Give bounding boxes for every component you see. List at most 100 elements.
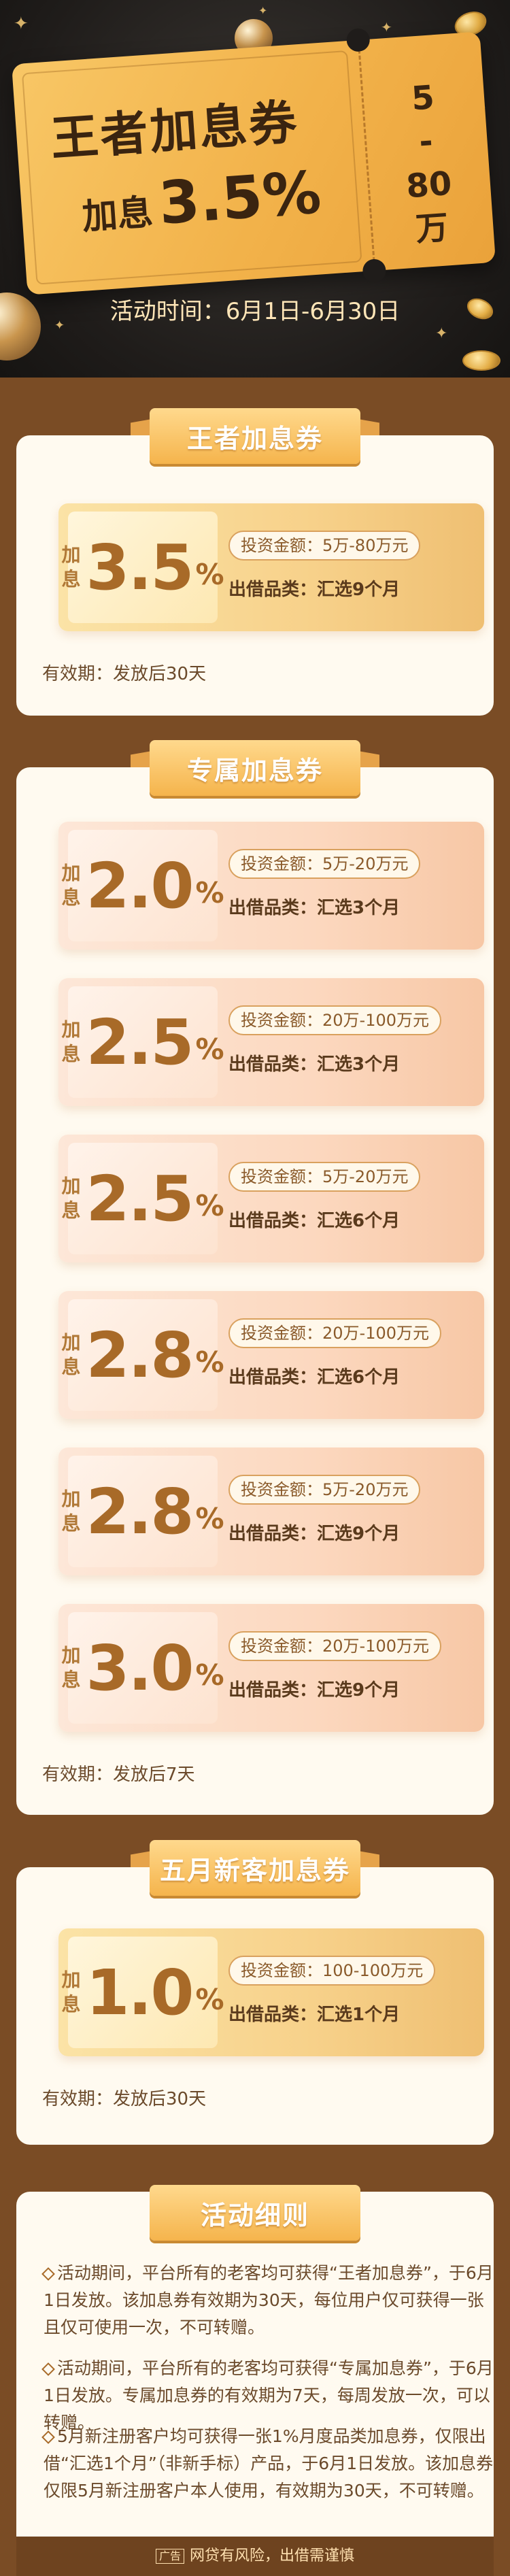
sparkle-icon: ✦ xyxy=(54,318,65,333)
coupon-product: 出借品类：汇选9个月 xyxy=(228,1680,401,1701)
coupon-card[interactable]: 加息 2.8 % 投资金额：20万-100万元 出借品类：汇选6个月 xyxy=(58,1291,484,1419)
section-new-customer-coupon: 五月新客加息券 加息 1.0 % 投资金额：100-100万元 出借品类：汇选1… xyxy=(16,1840,494,2145)
coupon-amount-pill: 投资金额：20万-100万元 xyxy=(228,1631,442,1661)
coupon-card[interactable]: 加息 2.5 % 投资金额：20万-100万元 出借品类：汇选3个月 xyxy=(58,978,484,1106)
sparkle-icon: ✦ xyxy=(381,19,392,35)
section-title-ribbon: 五月新客加息券 xyxy=(150,1840,360,1896)
coupon-info: 投资金额：20万-100万元 出借品类：汇选3个月 xyxy=(228,1005,472,1075)
coupon-rate-block: 加息 3.5 % xyxy=(61,512,224,623)
coupon-product: 出借品类：汇选3个月 xyxy=(228,1054,401,1075)
risk-warning: 网贷有风险，出借需谨慎 xyxy=(190,2547,355,2564)
coupon-rate-value: 2.5 xyxy=(86,1005,194,1079)
validity-text: 有效期：发放后30天 xyxy=(42,664,207,684)
section-king-coupon: 王者加息券 加息 3.5 % 投资金额：5万-80万元 出借品类：汇选9个月 有… xyxy=(16,408,494,716)
coupon-rate-percent: % xyxy=(195,875,224,909)
ticket-notch xyxy=(362,258,387,284)
diamond-bullet-icon xyxy=(41,2362,55,2376)
coupon-product: 出借品类：汇选9个月 xyxy=(228,580,401,600)
coupon-rate-percent: % xyxy=(195,1032,224,1066)
ad-tag: 广告 xyxy=(155,2549,184,2564)
sparkle-icon: ✦ xyxy=(14,14,29,34)
coupon-rate-value: 1.0 xyxy=(86,1956,194,2029)
coupon-rate-block: 加息 2.8 % xyxy=(61,1456,224,1567)
activity-time-label: 活动时间： xyxy=(109,298,226,325)
range-unit: 万 xyxy=(414,208,450,249)
ticket-notch xyxy=(345,27,371,52)
coupon-card[interactable]: 加息 2.8 % 投资金额：5万-20万元 出借品类：汇选9个月 xyxy=(58,1448,484,1575)
coupon-amount-pill: 投资金额：5万-20万元 xyxy=(228,1162,421,1192)
coupon-product: 出借品类：汇选6个月 xyxy=(228,1367,401,1388)
coupon-info: 投资金额：5万-20万元 出借品类：汇选9个月 xyxy=(228,1475,472,1545)
coupon-info: 投资金额：5万-80万元 出借品类：汇选9个月 xyxy=(228,531,472,601)
coupon-card[interactable]: 加息 2.5 % 投资金额：5万-20万元 出借品类：汇选6个月 xyxy=(58,1135,484,1262)
rule-item: 5月新注册客户均可获得一张1%月度品类加息券，仅限出借“汇选1个月”（非新手标）… xyxy=(41,2423,494,2505)
coupon-rate-label: 加息 xyxy=(61,862,81,909)
coupon-product: 出借品类：汇选3个月 xyxy=(228,898,401,918)
coupon-product: 出借品类：汇选1个月 xyxy=(228,2005,401,2025)
coupon-rate-block: 加息 2.8 % xyxy=(61,1299,224,1411)
range-top: 5 xyxy=(410,78,436,118)
ticket-divider xyxy=(358,49,375,262)
coin-decoration xyxy=(462,350,500,371)
coupon-amount-pill: 投资金额：5万-20万元 xyxy=(228,849,421,879)
risk-footer: 广告 网贷有风险，出借需谨慎 xyxy=(16,2537,494,2576)
coupon-rate-value: 2.8 xyxy=(86,1318,194,1392)
coupon-amount-pill: 投资金额：5万-80万元 xyxy=(228,531,421,561)
coupon-info: 投资金额：5万-20万元 出借品类：汇选6个月 xyxy=(228,1162,472,1232)
rule-text: 活动期间，平台所有的老客均可获得“王者加息券”，于6月1日发放。该加息券有效期为… xyxy=(44,2263,494,2337)
coupon-rate-label: 加息 xyxy=(61,1644,81,1691)
activity-time-value: 6月1日-6月30日 xyxy=(225,298,401,325)
diamond-bullet-icon xyxy=(41,2430,55,2444)
coupon-rate-block: 加息 1.0 % xyxy=(61,1937,224,2048)
validity-text: 有效期：发放后30天 xyxy=(42,2089,207,2109)
coupon-rate-block: 加息 2.0 % xyxy=(61,830,224,941)
section-rules: 活动细则 活动期间，平台所有的老客均可获得“王者加息券”，于6月1日发放。该加息… xyxy=(16,2185,494,2537)
coupon-rate-value: 2.5 xyxy=(86,1162,194,1235)
activity-time: 活动时间：6月1日-6月30日 xyxy=(0,292,510,326)
coupon-amount-pill: 投资金额：5万-20万元 xyxy=(228,1475,421,1505)
hero-ticket: 王者加息券 加息 3.5% 5 - 80 万 xyxy=(11,27,496,295)
coupon-rate-label: 加息 xyxy=(61,1018,81,1065)
sparkle-icon: ✦ xyxy=(435,325,448,342)
hero-rate-label: 加息 xyxy=(80,192,154,238)
coupon-rate-percent: % xyxy=(195,1345,224,1379)
coupon-amount-pill: 投资金额：100-100万元 xyxy=(228,1956,436,1986)
range-separator: - xyxy=(418,122,435,161)
coupon-rate-percent: % xyxy=(195,1982,224,2016)
rule-item: 活动期间，平台所有的老客均可获得“王者加息券”，于6月1日发放。该加息券有效期为… xyxy=(41,2260,494,2341)
coupon-rate-label: 加息 xyxy=(61,543,81,590)
coupon-amount-pill: 投资金额：20万-100万元 xyxy=(228,1005,442,1035)
coupon-rate-block: 加息 3.0 % xyxy=(61,1612,224,1724)
coupon-rate-percent: % xyxy=(195,1658,224,1692)
hero-rate-value: 3.5% xyxy=(156,158,324,238)
coupon-product: 出借品类：汇选6个月 xyxy=(228,1211,401,1231)
coupon-rate-label: 加息 xyxy=(61,1175,81,1222)
range-bottom: 80 xyxy=(405,164,454,206)
section-exclusive-coupon: 专属加息券 加息 2.0 % 投资金额：5万-20万元 出借品类：汇选3个月 加… xyxy=(16,740,494,1815)
section-title-ribbon: 王者加息券 xyxy=(150,408,360,464)
coupon-card[interactable]: 加息 3.5 % 投资金额：5万-80万元 出借品类：汇选9个月 xyxy=(58,503,484,631)
coupon-rate-percent: % xyxy=(195,1188,224,1222)
coupon-rate-value: 2.0 xyxy=(86,849,194,922)
coupon-amount-pill: 投资金额：20万-100万元 xyxy=(228,1318,442,1348)
coupon-rate-block: 加息 2.5 % xyxy=(61,1143,224,1254)
coupon-info: 投资金额：5万-20万元 出借品类：汇选3个月 xyxy=(228,849,472,919)
validity-text: 有效期：发放后7天 xyxy=(42,1764,195,1785)
coupon-card[interactable]: 加息 2.0 % 投资金额：5万-20万元 出借品类：汇选3个月 xyxy=(58,822,484,950)
coupon-info: 投资金额：20万-100万元 出借品类：汇选6个月 xyxy=(228,1318,472,1388)
coupon-rate-value: 3.5 xyxy=(86,531,194,604)
coupon-card[interactable]: 加息 3.0 % 投资金额：20万-100万元 出借品类：汇选9个月 xyxy=(58,1604,484,1732)
rule-text: 5月新注册客户均可获得一张1%月度品类加息券，仅限出借“汇选1个月”（非新手标）… xyxy=(44,2426,494,2500)
sparkle-icon: ✦ xyxy=(258,4,268,17)
hero-amount-range: 5 - 80 万 xyxy=(381,73,475,253)
rule-text: 活动期间，平台所有的老客均可获得“专属加息券”，于6月1日发放。专属加息券的有效… xyxy=(44,2358,494,2432)
coupon-rate-label: 加息 xyxy=(61,1969,81,2015)
diamond-bullet-icon xyxy=(41,2267,55,2281)
hero-banner: ✦ ✦ ✦ ✦ ✦ ✦ 王者加息券 加息 3.5% 5 - 80 万 活动时间：… xyxy=(0,0,510,378)
coupon-rate-percent: % xyxy=(195,1501,224,1535)
coupon-info: 投资金额：100-100万元 出借品类：汇选1个月 xyxy=(228,1956,472,2026)
coupon-rate-block: 加息 2.5 % xyxy=(61,986,224,1098)
coupon-rate-label: 加息 xyxy=(61,1488,81,1535)
coupon-rate-label: 加息 xyxy=(61,1331,81,1378)
coupon-card[interactable]: 加息 1.0 % 投资金额：100-100万元 出借品类：汇选1个月 xyxy=(58,1928,484,2056)
